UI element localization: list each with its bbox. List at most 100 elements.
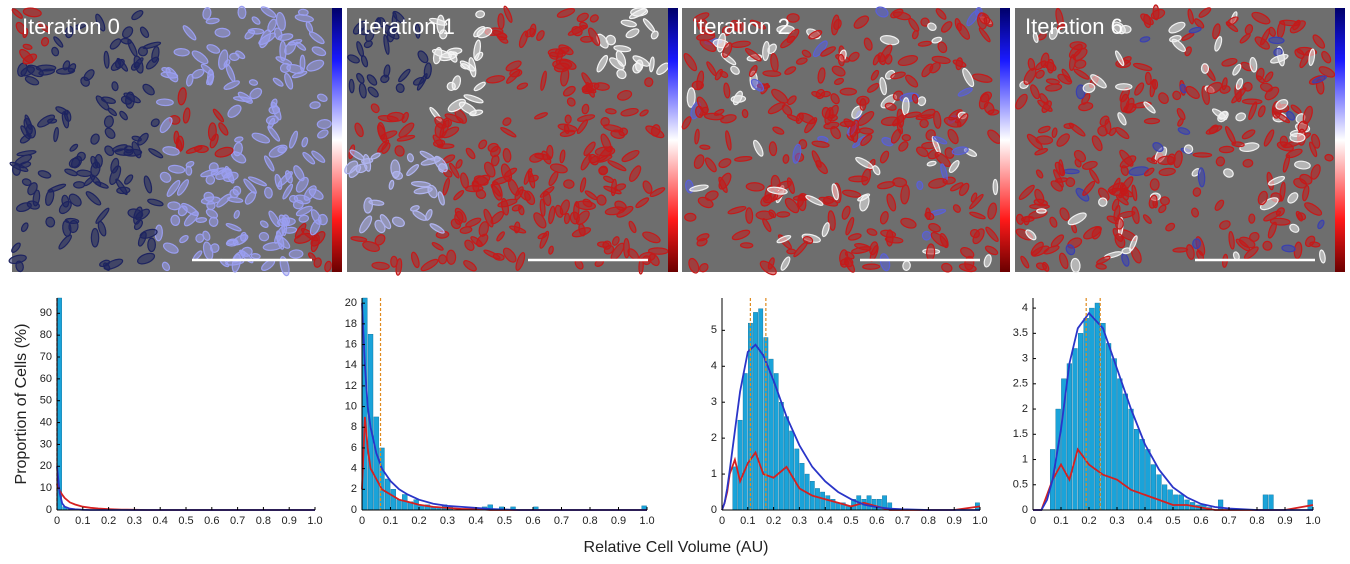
cell: [251, 253, 260, 259]
histogram-bar: [391, 489, 396, 510]
cell: [624, 239, 630, 258]
cell: [447, 250, 456, 264]
panel-label: Iteration 0: [22, 14, 120, 39]
x-tick-label: 0.4: [818, 515, 833, 527]
cell: [248, 28, 264, 34]
histogram-bar: [1157, 475, 1162, 510]
histogram-bar: [374, 417, 379, 510]
cell: [700, 145, 710, 150]
y-tick-label: 20: [40, 460, 52, 472]
x-tick-label: 0.7: [895, 515, 910, 527]
cell: [902, 98, 909, 115]
colorbar: [668, 8, 678, 272]
cell: [156, 99, 173, 106]
x-tick-label: 0: [1030, 515, 1036, 527]
micrograph: Iteration 6: [1014, 5, 1345, 273]
y-tick-label: 0: [351, 504, 357, 516]
histogram-bar: [1089, 308, 1094, 510]
cell: [1047, 59, 1054, 73]
cell: [1160, 196, 1170, 205]
x-tick-label: 1.0: [307, 515, 322, 527]
y-tick-label: 80: [40, 329, 52, 341]
histogram-bar: [1168, 490, 1173, 510]
histogram-bar: [1106, 343, 1111, 510]
histogram-bar: [733, 467, 737, 510]
cell: [269, 106, 280, 114]
y-tick-label: 14: [345, 359, 357, 371]
cell: [438, 255, 446, 264]
x-tick-label: 0.2: [766, 515, 781, 527]
x-tick-label: 0.9: [947, 515, 962, 527]
y-tick-label: 70: [40, 351, 52, 363]
cell: [65, 218, 79, 224]
cell: [349, 79, 354, 93]
cell: [763, 70, 781, 76]
cell: [1150, 179, 1159, 190]
cell: [498, 14, 505, 29]
histogram-bar: [1067, 364, 1072, 510]
histogram-bar: [1140, 439, 1145, 510]
cell: [174, 48, 189, 56]
cell: [993, 179, 998, 194]
cell: [1192, 238, 1201, 249]
x-tick-label: 0.4: [153, 515, 168, 527]
y-tick-label: 0.5: [1013, 479, 1028, 491]
y-tick-label: 5: [711, 324, 717, 336]
x-tick-label: 0.4: [468, 515, 483, 527]
x-tick-label: 0.3: [440, 515, 455, 527]
fit-line: [57, 466, 315, 510]
cell: [1242, 99, 1262, 104]
x-tick-label: 0.1: [383, 515, 398, 527]
cell: [95, 155, 103, 168]
histogram-bar: [1073, 348, 1078, 510]
cell: [317, 119, 331, 129]
y-tick-label: 8: [351, 421, 357, 433]
fit-line: [362, 303, 647, 510]
y-tick-label: 30: [40, 438, 52, 450]
x-tick-label: 0: [54, 515, 60, 527]
cell: [740, 243, 752, 248]
y-tick-label: 18: [345, 318, 357, 330]
x-tick-label: 0.5: [843, 515, 858, 527]
colorbar: [1335, 8, 1345, 272]
histogram-bar: [397, 500, 402, 510]
cell: [117, 187, 130, 194]
x-tick-label: 0.8: [256, 515, 271, 527]
cell: [746, 208, 753, 224]
x-tick-label: 0.6: [204, 515, 219, 527]
micrograph: Iteration 1: [342, 5, 678, 275]
cell: [104, 51, 110, 68]
cell: [437, 144, 454, 149]
x-tick-label: 1.0: [639, 515, 654, 527]
cell: [926, 244, 935, 261]
cell: [1153, 5, 1159, 20]
histogram-bar: [1129, 409, 1134, 510]
y-tick-label: 6: [351, 442, 357, 454]
histogram-bar: [867, 496, 871, 510]
cell: [563, 179, 574, 188]
x-tick-label: 0.8: [1249, 515, 1264, 527]
cell: [1116, 84, 1132, 90]
y-tick-label: 3.5: [1013, 327, 1028, 339]
x-tick-label: 0.6: [525, 515, 540, 527]
cell: [1193, 153, 1212, 157]
y-tick-label: 2: [1022, 403, 1028, 415]
cell: [226, 240, 238, 247]
cell: [1144, 118, 1159, 124]
y-tick-label: 10: [345, 400, 357, 412]
y-tick-label: 60: [40, 373, 52, 385]
y-tick-label: 1.5: [1013, 428, 1028, 440]
cell: [238, 6, 246, 18]
y-tick-label: 2.5: [1013, 378, 1028, 390]
y-tick-label: 1: [711, 468, 717, 480]
cell: [1037, 209, 1047, 213]
colorbar: [332, 8, 342, 272]
histogram-bar: [1151, 465, 1156, 510]
cell: [597, 242, 609, 248]
cell: [859, 127, 873, 134]
cell: [47, 119, 56, 124]
cell: [1269, 37, 1285, 44]
x-tick-label: 0.7: [230, 515, 245, 527]
y-tick-label: 1: [1022, 453, 1028, 465]
histogram-bar: [1173, 495, 1178, 510]
